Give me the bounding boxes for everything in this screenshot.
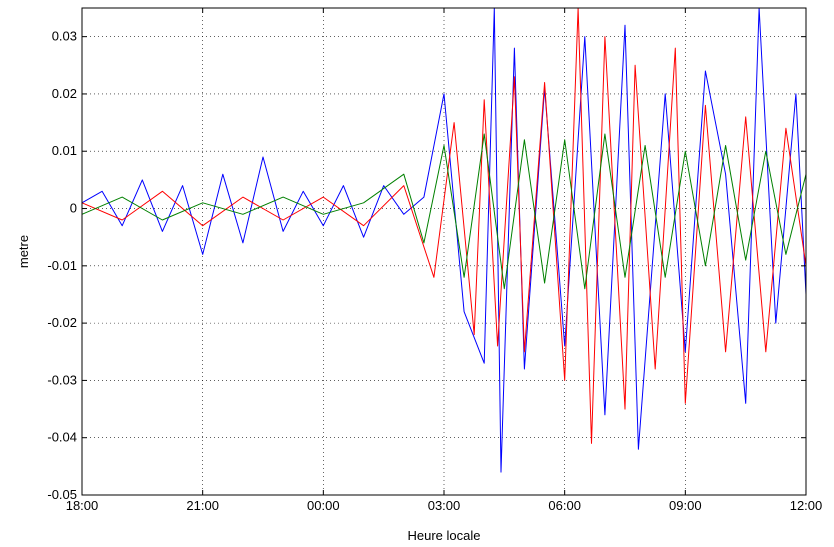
series-line-1 — [81, 7, 807, 473]
x-tick-label: 06:00 — [548, 498, 581, 513]
y-tick-label: -0.02 — [47, 315, 77, 330]
y-tick-label: -0.01 — [47, 258, 77, 273]
series-line-3 — [81, 133, 807, 290]
x-axis-label: Heure locale — [408, 528, 481, 543]
y-tick-label: 0 — [70, 201, 77, 216]
y-tick-label: 0.01 — [52, 143, 77, 158]
y-tick-label: -0.04 — [47, 430, 77, 445]
x-tick-label: 12:00 — [790, 498, 823, 513]
series-layer — [81, 7, 807, 473]
y-tick-label: -0.05 — [47, 487, 77, 502]
y-tick-label: 0.03 — [52, 29, 77, 44]
y-axis-label: metre — [16, 235, 31, 268]
x-tick-label: 21:00 — [186, 498, 219, 513]
x-tick-label: 03:00 — [428, 498, 461, 513]
y-tick-label: -0.03 — [47, 372, 77, 387]
x-tick-label: 09:00 — [669, 498, 702, 513]
x-tick-label: 18:00 — [66, 498, 99, 513]
ticks: 18:00 21:00 00:00 03:00 06:00 09:00 12:00 0.03 0… — [47, 8, 822, 513]
series-line-2 — [81, 7, 807, 444]
y-tick-label: 0.02 — [52, 86, 77, 101]
x-tick-label: 00:00 — [307, 498, 340, 513]
